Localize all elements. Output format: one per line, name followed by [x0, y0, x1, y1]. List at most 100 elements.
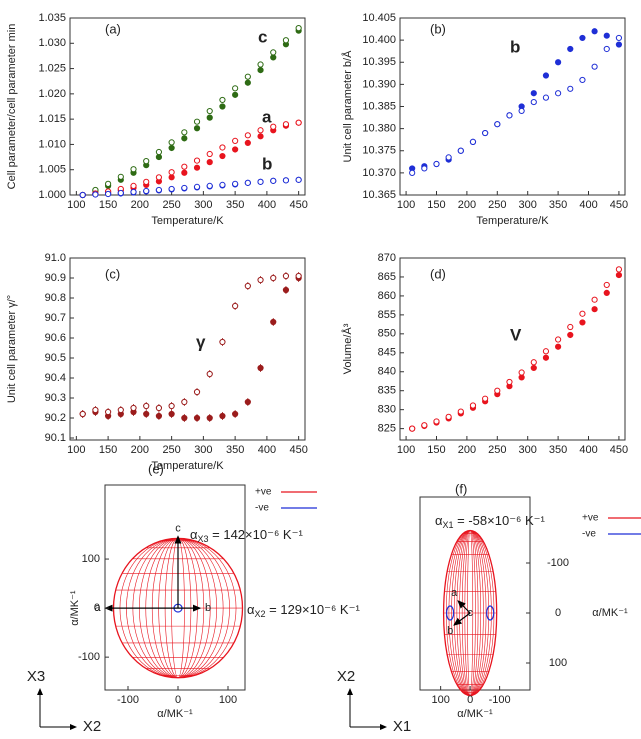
legend-label: +ve — [255, 487, 272, 498]
data-point — [130, 166, 137, 173]
y-tick-label: 830 — [378, 404, 396, 416]
data-point — [591, 63, 598, 70]
data-point — [518, 369, 525, 376]
data-point — [219, 144, 226, 151]
data-point — [445, 413, 452, 420]
data-point — [206, 114, 213, 121]
x-tick-label: 450 — [610, 199, 628, 211]
data-point — [117, 173, 124, 180]
data-point — [155, 148, 163, 156]
data-point — [168, 402, 175, 410]
y-tick-label: 90.3 — [45, 392, 66, 404]
data-point — [143, 410, 150, 418]
x-tick-label: 200 — [458, 199, 476, 211]
panel-label: (c) — [105, 266, 120, 281]
y-tick-label: -100 — [547, 557, 569, 569]
x-tick-label: 250 — [162, 444, 180, 456]
crystal-axis-label: a — [451, 587, 458, 599]
data-point — [282, 37, 290, 44]
y-tick-label: 100 — [82, 553, 100, 565]
x-tick-label: 200 — [458, 444, 476, 456]
x-tick-label: 350 — [549, 199, 567, 211]
series-label: γ — [196, 332, 206, 351]
data-point — [143, 158, 150, 165]
data-point — [421, 422, 428, 429]
data-point — [181, 163, 188, 170]
x-tick-label: 150 — [427, 199, 445, 211]
series-label: V — [510, 325, 522, 344]
data-point — [567, 323, 574, 331]
y-tick-label: 90.5 — [45, 352, 66, 364]
crystal-axis-label: c — [175, 522, 181, 534]
data-point — [591, 28, 598, 35]
y-tick-label: 0 — [94, 602, 100, 614]
data-point — [206, 107, 213, 115]
data-point — [244, 398, 251, 406]
data-point — [270, 54, 277, 61]
data-point — [168, 144, 175, 152]
data-point — [206, 414, 213, 422]
data-point — [603, 32, 610, 39]
annotation-text: = 142×10⁻⁶ K⁻¹ — [209, 527, 304, 542]
data-point — [193, 125, 201, 132]
data-point — [143, 187, 150, 195]
data-point — [105, 408, 112, 416]
y-tick-label: 1.020 — [38, 88, 66, 100]
x-tick-label: 250 — [162, 199, 180, 211]
crystal-axis-label: a — [94, 602, 101, 614]
data-point — [244, 179, 251, 186]
data-point — [181, 135, 188, 142]
data-point — [270, 274, 277, 282]
data-point — [445, 154, 452, 161]
x-tick-label: 400 — [579, 444, 597, 456]
frame-axis-label: X1 — [393, 718, 411, 735]
x-tick-label: 100 — [67, 199, 85, 211]
data-point — [530, 364, 537, 372]
data-point — [117, 189, 124, 197]
frame-axis-label: X2 — [337, 668, 355, 685]
y-tick-label: 10.365 — [362, 189, 396, 201]
y-tick-label: 90.9 — [45, 272, 66, 284]
y-tick-label: 840 — [378, 366, 396, 378]
data-point — [295, 272, 302, 280]
data-point — [219, 96, 226, 104]
data-point — [270, 123, 277, 130]
negative-surface — [445, 605, 455, 621]
data-point — [193, 183, 201, 191]
data-point — [257, 127, 264, 134]
annotation-subscript: X3 — [198, 534, 209, 544]
legend-label: -ve — [255, 503, 269, 514]
y-axis-label: Unit cell parameter b/Å — [341, 50, 354, 163]
x-tick-label: 200 — [131, 444, 149, 456]
annotation: αX3 = 142×10⁻⁶ K⁻¹ — [190, 527, 303, 544]
data-point — [181, 129, 188, 136]
data-point — [168, 169, 175, 176]
data-point — [579, 310, 586, 317]
x-tick-label: 450 — [289, 199, 307, 211]
data-point — [603, 281, 610, 289]
data-point — [219, 152, 226, 160]
data-point — [92, 406, 99, 414]
annotation-subscript: X2 — [255, 609, 266, 619]
data-point — [244, 79, 251, 86]
x-tick-label: 350 — [226, 444, 244, 456]
data-point — [567, 45, 574, 53]
y-tick-label: 10.380 — [362, 123, 396, 135]
data-point — [181, 398, 188, 406]
y-tick-label: 1.025 — [38, 62, 66, 74]
data-point — [542, 72, 550, 79]
y-tick-label: -100 — [78, 651, 100, 663]
data-point — [433, 160, 440, 168]
frame-axis-label: X2 — [83, 718, 101, 735]
data-point — [482, 395, 489, 402]
annotation-subscript: X1 — [443, 520, 454, 530]
data-point — [257, 178, 264, 185]
x-tick-label: 100 — [397, 199, 415, 211]
data-point — [181, 184, 188, 192]
data-point — [206, 150, 213, 158]
y-axis-label: Cell parameter/cell parameter min — [6, 24, 18, 190]
x-axis-label: Temperature/K — [151, 215, 224, 227]
y-tick-label: 10.405 — [362, 12, 396, 24]
data-point — [206, 370, 213, 378]
data-point — [130, 182, 137, 189]
